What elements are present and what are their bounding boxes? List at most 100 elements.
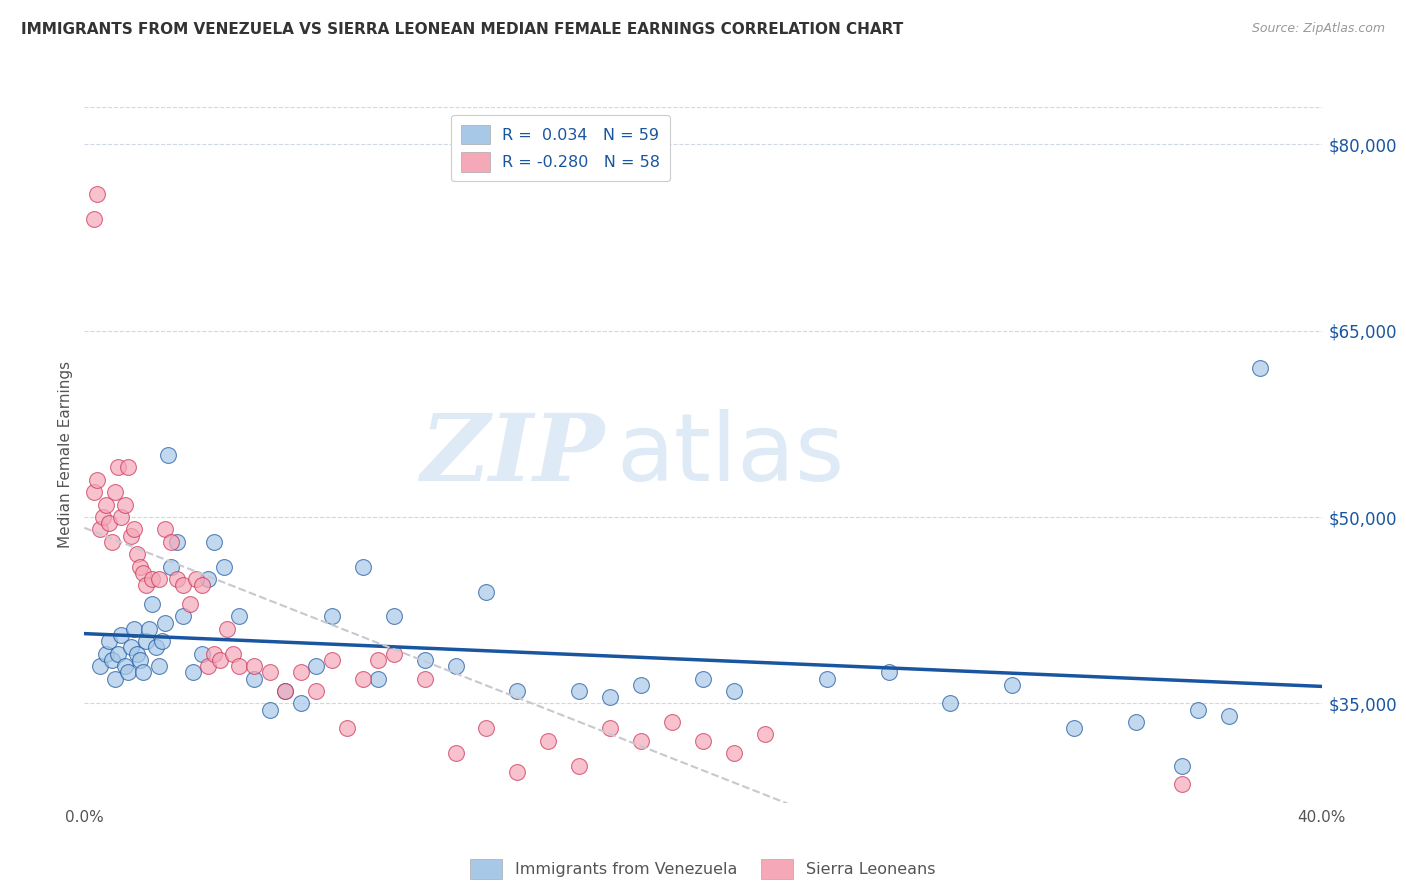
- Point: [122, 523, 145, 537]
- Point: [132, 566, 155, 580]
- Point: [723, 746, 745, 760]
- Point: [122, 622, 145, 636]
- Text: ZIP: ZIP: [420, 410, 605, 500]
- Point: [107, 460, 129, 475]
- Point: [160, 534, 183, 549]
- Point: [382, 647, 405, 661]
- Point: [150, 634, 173, 648]
- Text: IMMIGRANTS FROM VENEZUELA VS SIERRA LEONEAN MEDIAN FEMALE EARNINGS CORRELATION C: IMMIGRANTS FROM VENEZUELA VS SIERRA LEON…: [21, 22, 903, 37]
- Point: [104, 672, 127, 686]
- Point: [222, 647, 245, 661]
- Point: [259, 665, 281, 680]
- Point: [110, 510, 132, 524]
- Point: [104, 485, 127, 500]
- Point: [107, 647, 129, 661]
- Point: [599, 721, 621, 735]
- Point: [114, 498, 136, 512]
- Point: [537, 733, 560, 747]
- Point: [1187, 703, 1209, 717]
- Point: [202, 647, 225, 661]
- Point: [274, 684, 297, 698]
- Point: [148, 572, 170, 586]
- Point: [89, 659, 111, 673]
- Point: [179, 597, 201, 611]
- Point: [212, 559, 235, 574]
- Point: [141, 572, 163, 586]
- Point: [138, 622, 160, 636]
- Point: [172, 609, 194, 624]
- Point: [153, 523, 176, 537]
- Point: [1171, 758, 1194, 772]
- Point: [1249, 360, 1271, 375]
- Point: [290, 697, 312, 711]
- Point: [568, 758, 591, 772]
- Point: [202, 534, 225, 549]
- Point: [290, 665, 312, 680]
- Point: [120, 529, 142, 543]
- Point: [135, 634, 157, 648]
- Point: [259, 703, 281, 717]
- Point: [228, 609, 250, 624]
- Point: [367, 672, 389, 686]
- Point: [129, 559, 152, 574]
- Point: [661, 714, 683, 729]
- Point: [117, 460, 139, 475]
- Point: [86, 187, 108, 202]
- Point: [475, 584, 498, 599]
- Point: [191, 647, 214, 661]
- Point: [877, 665, 900, 680]
- Text: atlas: atlas: [616, 409, 845, 501]
- Point: [141, 597, 163, 611]
- Point: [209, 653, 232, 667]
- Point: [1218, 708, 1240, 723]
- Point: [91, 510, 114, 524]
- Point: [382, 609, 405, 624]
- Point: [172, 578, 194, 592]
- Point: [101, 653, 124, 667]
- Point: [135, 578, 157, 592]
- Point: [184, 572, 207, 586]
- Text: Source: ZipAtlas.com: Source: ZipAtlas.com: [1251, 22, 1385, 36]
- Point: [94, 498, 117, 512]
- Point: [754, 727, 776, 741]
- Point: [129, 653, 152, 667]
- Legend: Immigrants from Venezuela, Sierra Leoneans: Immigrants from Venezuela, Sierra Leonea…: [464, 853, 942, 885]
- Point: [444, 659, 467, 673]
- Point: [89, 523, 111, 537]
- Point: [939, 697, 962, 711]
- Point: [506, 764, 529, 779]
- Point: [148, 659, 170, 673]
- Point: [145, 640, 167, 655]
- Point: [114, 659, 136, 673]
- Point: [630, 733, 652, 747]
- Point: [98, 516, 121, 531]
- Point: [815, 672, 838, 686]
- Point: [166, 534, 188, 549]
- Point: [197, 572, 219, 586]
- Point: [321, 609, 343, 624]
- Point: [101, 534, 124, 549]
- Point: [132, 665, 155, 680]
- Point: [125, 647, 148, 661]
- Point: [156, 448, 179, 462]
- Point: [1171, 777, 1194, 791]
- Point: [181, 665, 204, 680]
- Point: [692, 733, 714, 747]
- Point: [120, 640, 142, 655]
- Point: [1063, 721, 1085, 735]
- Point: [321, 653, 343, 667]
- Point: [444, 746, 467, 760]
- Point: [1125, 714, 1147, 729]
- Point: [125, 547, 148, 561]
- Point: [243, 672, 266, 686]
- Point: [117, 665, 139, 680]
- Point: [86, 473, 108, 487]
- Point: [413, 672, 436, 686]
- Point: [305, 684, 328, 698]
- Point: [352, 559, 374, 574]
- Point: [413, 653, 436, 667]
- Point: [305, 659, 328, 673]
- Point: [475, 721, 498, 735]
- Point: [191, 578, 214, 592]
- Point: [110, 628, 132, 642]
